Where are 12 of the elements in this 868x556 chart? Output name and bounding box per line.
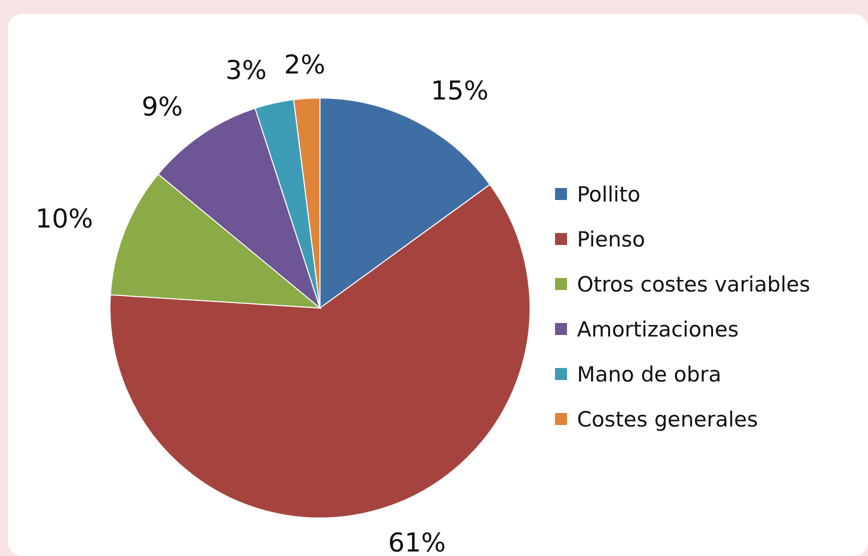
data-label: 10% xyxy=(35,204,94,234)
data-label: 2% xyxy=(284,50,326,81)
legend-label: Pollito xyxy=(577,182,640,206)
legend-label: Amortizaciones xyxy=(577,317,739,342)
data-label: 9% xyxy=(142,92,183,122)
data-label: 61% xyxy=(388,528,446,556)
legend-label: Pienso xyxy=(577,227,646,252)
legend-label: Costes generales xyxy=(577,407,758,432)
legend-label: Otros costes variables xyxy=(577,272,810,296)
data-label: 15% xyxy=(430,76,489,107)
data-label: 3% xyxy=(226,56,267,86)
legend-label: Mano de obra xyxy=(577,362,722,386)
